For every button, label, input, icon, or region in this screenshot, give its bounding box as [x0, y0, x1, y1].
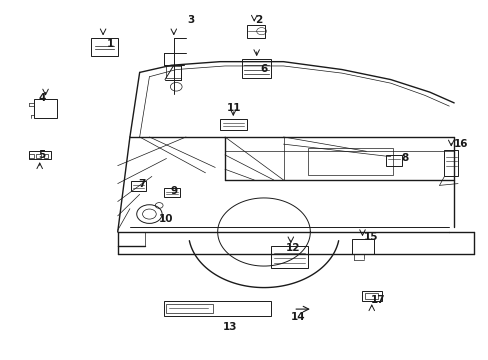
- Text: 7: 7: [138, 179, 145, 189]
- Bar: [166, 304, 212, 313]
- Bar: [307, 148, 392, 175]
- Bar: [242, 59, 271, 78]
- Bar: [43, 154, 48, 158]
- Bar: [220, 119, 246, 130]
- Text: 4: 4: [39, 93, 46, 103]
- Bar: [444, 149, 457, 176]
- Bar: [351, 239, 373, 253]
- Text: 6: 6: [260, 64, 267, 74]
- Text: 16: 16: [453, 139, 468, 149]
- Text: 9: 9: [170, 186, 177, 197]
- Text: 10: 10: [159, 215, 173, 224]
- Bar: [36, 154, 41, 158]
- Text: 2: 2: [255, 15, 262, 26]
- Bar: [361, 291, 381, 301]
- Bar: [385, 155, 401, 166]
- Text: 17: 17: [370, 295, 385, 305]
- Text: 15: 15: [363, 232, 378, 242]
- Bar: [163, 188, 179, 197]
- Text: 13: 13: [222, 322, 237, 332]
- Text: 8: 8: [401, 153, 408, 163]
- Text: 12: 12: [285, 243, 300, 253]
- Text: 11: 11: [226, 103, 241, 113]
- Bar: [29, 154, 34, 158]
- Bar: [34, 99, 57, 118]
- Bar: [163, 301, 271, 316]
- Bar: [91, 39, 118, 56]
- Text: 5: 5: [39, 150, 46, 160]
- Bar: [166, 66, 181, 78]
- Bar: [29, 151, 51, 159]
- Bar: [271, 246, 307, 268]
- Bar: [131, 181, 146, 192]
- Text: 3: 3: [187, 15, 194, 26]
- Bar: [246, 25, 265, 39]
- Bar: [365, 293, 377, 299]
- Text: 1: 1: [106, 39, 114, 49]
- Text: 14: 14: [290, 312, 305, 322]
